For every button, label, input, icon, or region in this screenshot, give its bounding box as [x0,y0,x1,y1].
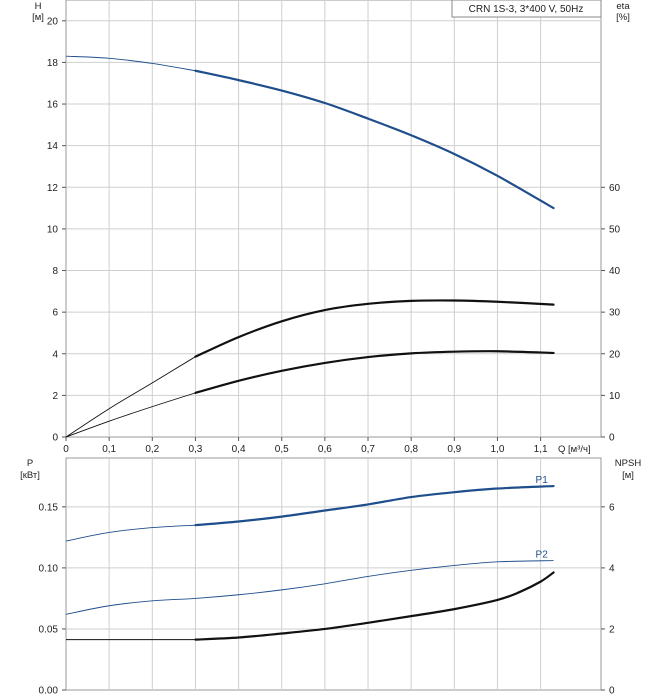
top-x-tick-label: 0,4 [232,444,246,455]
legend-text: CRN 1S-3, 3*400 V, 50Hz [469,4,584,15]
p-tick-label: 0.10 [39,563,59,574]
h-tick-label: 2 [52,391,58,402]
h-tick-label: 8 [52,266,58,277]
h-axis-label-line1: H [35,1,42,12]
P1-curve [194,484,555,527]
h-tick-label: 4 [52,349,58,360]
eta-tick-label: 50 [609,224,621,235]
eta-tick-label: 40 [609,266,621,277]
top-curves [65,55,555,438]
top-x-tick-label: 0,8 [404,444,418,455]
P1-curve-thin [65,524,196,542]
p-tick-label: 0.15 [39,502,59,513]
q-axis-label: Q [м³/ч] [558,444,591,455]
h-tick-label: 12 [47,183,59,194]
top-x-tick-label: 0,3 [188,444,202,455]
legend: CRN 1S-3, 3*400 V, 50Hz [451,0,602,18]
h-tick-label: 6 [52,308,58,319]
legend-box [451,0,602,18]
bottom-curves: P1 P2 [65,475,555,641]
h-tick-label: 0 [52,433,58,444]
eta-upper-curve [194,299,555,358]
P2-curve-thin [65,560,554,615]
p-axis-label-line1: P [27,458,33,469]
h-tick-label: 10 [47,224,59,235]
npsh-tick-label: 0 [609,686,615,697]
h-tick-label: 16 [47,100,59,111]
eta-axis-label-line1: eta [616,1,630,12]
eta-upper-curve-thin [65,356,196,438]
eta-tick-label: 0 [609,433,615,444]
top-x-tick-label: 0,2 [145,444,159,455]
top-x-tick-label: 0,7 [361,444,375,455]
npsh-tick-label: 4 [609,563,615,574]
npsh-tick-label: 2 [609,624,615,635]
p-tick-label: 0.05 [39,624,59,635]
top-grid [65,0,602,438]
top-axes: 0 0,1 0,2 0,3 0,4 0,5 0,6 0,7 0,8 0,9 1,0 1,1 0 2 4 6 8 1… [47,16,621,455]
P1-curve-label: P1 [536,475,549,486]
eta-axis-label-line2: [%] [616,12,630,23]
eta-tick-label: 60 [609,183,621,194]
top-x-tick-label: 0,9 [447,444,461,455]
P2-curve-label: P2 [536,550,549,561]
npsh-tick-label: 6 [609,502,615,513]
eta-lower-curve-thin [65,392,196,438]
eta-lower-curve [194,350,555,394]
bottom-axes: 0.00 0.05 0.10 0.15 0 2 4 6 [39,502,615,696]
h-axis-label-line2: [м] [32,12,44,23]
h-tick-label: 18 [47,58,59,69]
bottom-plot-frame [65,457,602,691]
H-curve-thin [65,55,196,72]
eta-tick-label: 20 [609,349,621,360]
npsh-axis-label-line1: NPSH [615,458,642,469]
NPSH-curve [194,571,555,641]
top-x-tick-label: 1,0 [490,444,504,455]
p-axis-label-line2: [кВт] [20,470,40,481]
top-plot-frame [65,0,602,438]
h-tick-label: 14 [47,141,59,152]
npsh-axis-label-line2: [м] [622,470,634,481]
h-tick-label: 20 [47,16,59,27]
eta-tick-label: 30 [609,308,621,319]
top-x-tick-label: 0,1 [102,444,116,455]
eta-tick-label: 10 [609,391,621,402]
H-curve [194,69,555,210]
top-x-tick-label: 0,5 [275,444,289,455]
top-x-tick-label: 0 [63,444,69,455]
top-x-tick-label: 0,6 [318,444,332,455]
top-x-tick-label: 1,1 [534,444,548,455]
p-tick-label: 0.00 [39,686,59,697]
